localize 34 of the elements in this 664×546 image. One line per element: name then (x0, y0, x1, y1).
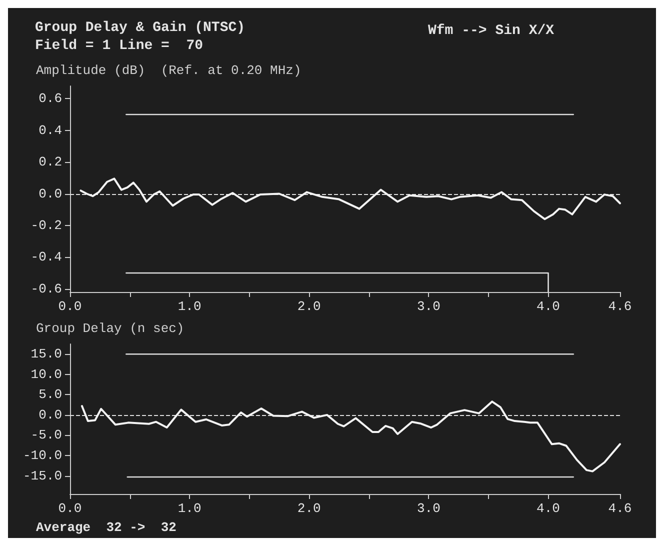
x-tick-label: 1.0 (178, 501, 202, 516)
text: Average 32 -> 32 (36, 520, 177, 535)
chart-subtitle: Field = 1 Line = 70 (35, 38, 204, 54)
y-axis-title: Group Delay (n sec) (36, 321, 184, 336)
y-axis-title: Amplitude (dB) (Ref. at 0.20 MHz) (36, 63, 302, 78)
y-tick-label: -5.0 (30, 428, 62, 443)
y-tick-label: 10.0 (30, 366, 62, 382)
x-tick-label: 0.0 (58, 501, 82, 516)
x-tick-label: 0.0 (58, 299, 82, 314)
y-tick-label: 15.0 (30, 346, 62, 362)
x-tick-label: 1.0 (178, 299, 202, 314)
x-tick-label: 2.0 (297, 299, 321, 314)
chart-title: Group Delay & Gain (NTSC) (35, 20, 246, 36)
x-tick-label: 4.6 (608, 299, 632, 314)
y-tick-label: 5.0 (38, 387, 62, 402)
y-tick-label: -15.0 (22, 468, 62, 484)
x-tick-label: 4.0 (536, 501, 560, 516)
y-tick-label: -0.4 (30, 250, 62, 265)
y-tick-label: 0.0 (38, 186, 62, 202)
x-tick-label: 4.6 (608, 501, 632, 516)
line-series (80, 178, 621, 220)
y-tick-label: 0.4 (38, 122, 62, 138)
y-tick-label: 0.6 (38, 91, 62, 106)
y-tick-label: 0.0 (38, 407, 62, 422)
x-tick-label: 3.0 (416, 501, 440, 516)
y-tick-label: 0.2 (38, 154, 62, 170)
x-tick-label: 3.0 (416, 299, 440, 314)
line-series (80, 400, 621, 472)
x-tick-label: 4.0 (536, 299, 560, 314)
y-tick-label: -0.2 (30, 218, 62, 233)
y-tick-label: -0.6 (30, 281, 62, 296)
y-tick-label: -10.0 (22, 448, 62, 463)
text: Wfm --> Sin X/X (428, 23, 555, 39)
x-tick-label: 2.0 (297, 501, 321, 516)
